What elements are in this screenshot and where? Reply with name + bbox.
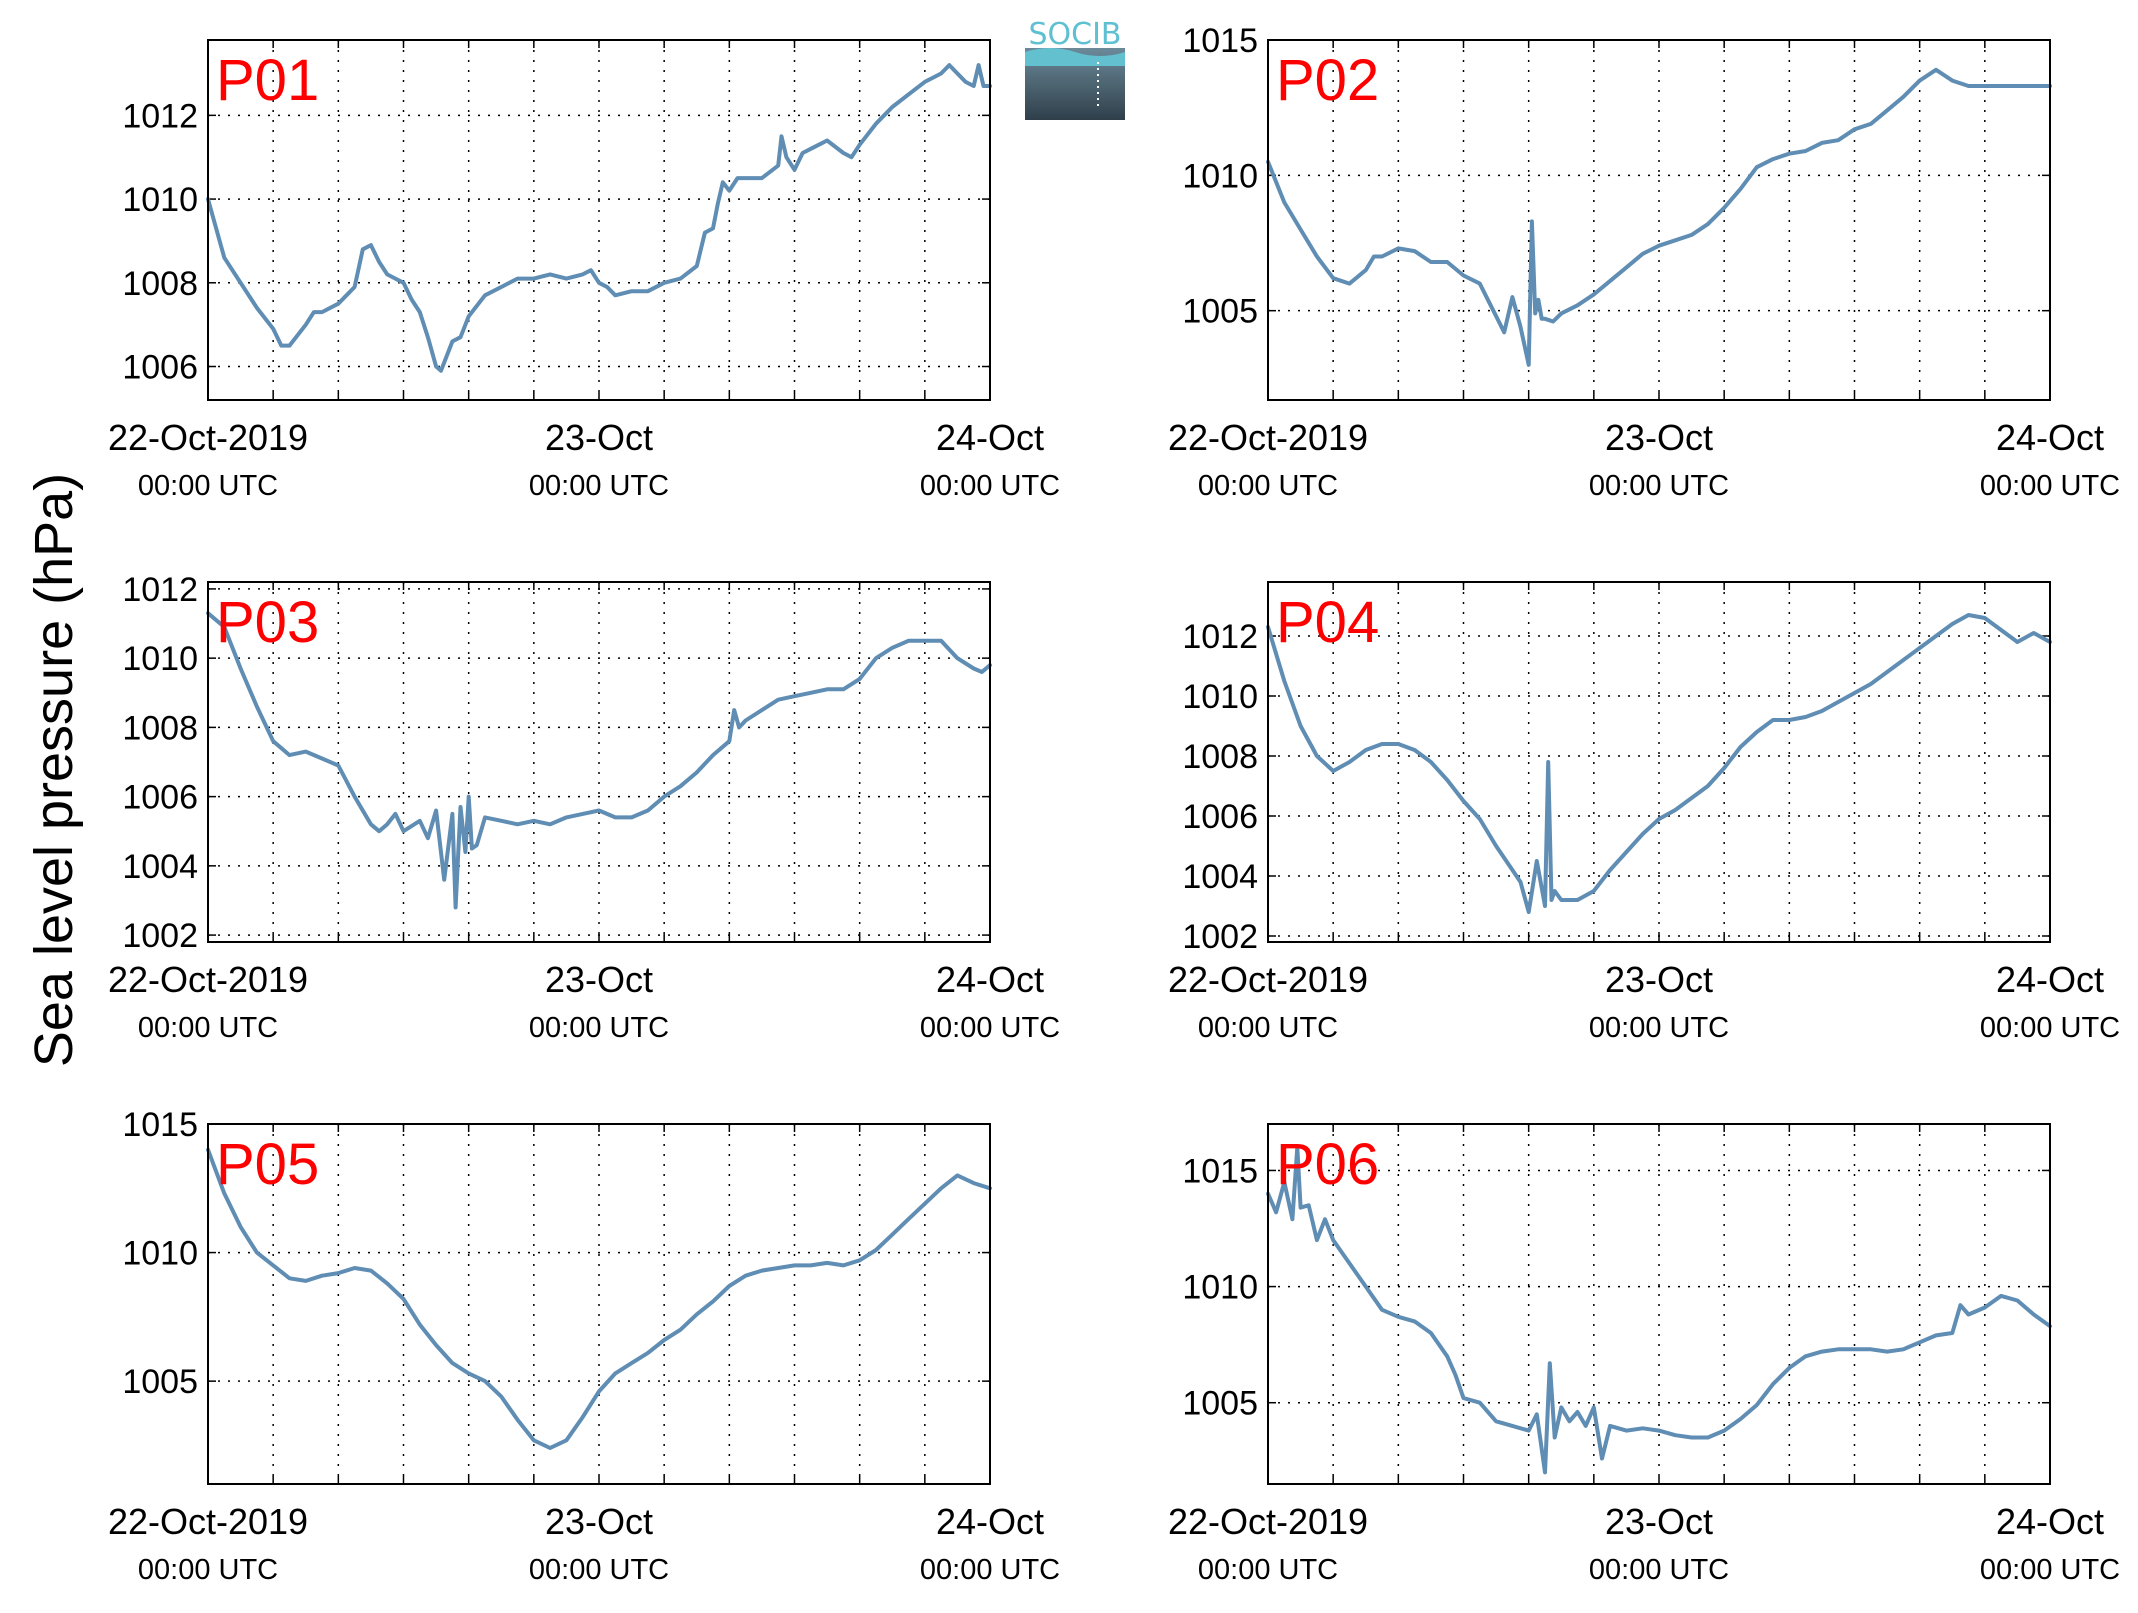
y-tick-label: 1008 [122, 265, 198, 303]
logo-text: SOCIB [1028, 17, 1121, 52]
plot-frame-p06 [1267, 1123, 2051, 1485]
plot-frame-p03 [207, 581, 991, 943]
x-tick-label-time: 00:00 UTC [1589, 470, 1729, 502]
x-tick-label-date: 24-Oct [936, 959, 1044, 1000]
x-tick-label-date: 24-Oct [936, 1501, 1044, 1542]
y-tick-label: 1012 [122, 571, 198, 609]
y-tick-label: 1002 [1182, 918, 1258, 956]
x-tick-label-time: 00:00 UTC [1589, 1554, 1729, 1586]
plot-frame-p04 [1267, 581, 2051, 943]
station-label-p01: P01 [216, 48, 319, 113]
y-tick-label: 1015 [122, 1106, 198, 1144]
x-tick-label-date: 22-Oct-2019 [108, 1501, 308, 1542]
socib-logo: SOCIB [1025, 17, 1125, 120]
panel-p05: 1005 1010 1015 22-Oct-2019 00:00 UTC 23-Oct 00… [108, 1106, 1060, 1586]
y-tick-label: 1004 [122, 848, 198, 886]
x-tick-label-time: 00:00 UTC [138, 470, 278, 502]
x-tick-label-time: 00:00 UTC [920, 470, 1060, 502]
pressure-line-p04 [1266, 613, 2052, 914]
pressure-line-p03 [206, 611, 992, 910]
x-tick-label-date: 23-Oct [545, 959, 653, 1000]
y-tick-label: 1010 [122, 640, 198, 678]
y-tick-label: 1006 [1182, 798, 1258, 836]
y-tick-label: 1005 [1182, 293, 1258, 331]
y-tick-label: 1012 [122, 97, 198, 135]
plot-frame-p05 [207, 1123, 991, 1485]
y-tick-label: 1006 [122, 779, 198, 817]
x-tick-label-date: 23-Oct [1605, 1501, 1713, 1542]
panel-p04: 1002 1004 1006 1008 1010 1012 22-Oct-2019 00:00… [1168, 581, 2120, 1044]
x-tick-label-time: 00:00 UTC [1198, 1012, 1338, 1044]
x-tick-label-date: 22-Oct-2019 [1168, 1501, 1368, 1542]
x-tick-label-date: 22-Oct-2019 [108, 417, 308, 458]
x-tick-label-date: 23-Oct [1605, 417, 1713, 458]
y-tick-label: 1010 [122, 1235, 198, 1273]
x-tick-label-time: 00:00 UTC [1980, 1554, 2120, 1586]
pressure-line-p02 [1266, 67, 2052, 367]
x-tick-label-date: 24-Oct [1996, 417, 2104, 458]
x-tick-label-date: 24-Oct [936, 417, 1044, 458]
plot-frame-p02 [1267, 39, 2051, 401]
x-tick-label-time: 00:00 UTC [138, 1012, 278, 1044]
station-label-p04: P04 [1276, 590, 1379, 655]
station-label-p06: P06 [1276, 1132, 1379, 1197]
y-tick-label: 1012 [1182, 618, 1258, 656]
pressure-line-p06 [1266, 1145, 2052, 1475]
x-tick-label-date: 23-Oct [1605, 959, 1713, 1000]
y-tick-label: 1008 [122, 709, 198, 747]
x-tick-label-time: 00:00 UTC [529, 470, 669, 502]
pressure-line-p05 [206, 1147, 992, 1450]
plot-frame-p01 [207, 39, 991, 401]
x-tick-label-date: 23-Oct [545, 417, 653, 458]
y-tick-label: 1002 [122, 917, 198, 955]
x-tick-label-date: 24-Oct [1996, 1501, 2104, 1542]
y-tick-label: 1005 [1182, 1385, 1258, 1423]
x-tick-label-date: 22-Oct-2019 [1168, 417, 1368, 458]
y-tick-label: 1005 [122, 1363, 198, 1401]
x-tick-label-time: 00:00 UTC [529, 1554, 669, 1586]
y-tick-label: 1008 [1182, 738, 1258, 776]
y-tick-label: 1010 [1182, 1269, 1258, 1307]
x-tick-label-date: 22-Oct-2019 [1168, 959, 1368, 1000]
x-tick-label-date: 22-Oct-2019 [108, 959, 308, 1000]
y-tick-label: 1010 [122, 181, 198, 219]
y-tick-label: 1015 [1182, 22, 1258, 60]
x-tick-label-time: 00:00 UTC [138, 1554, 278, 1586]
y-tick-label: 1006 [122, 349, 198, 387]
x-tick-label-time: 00:00 UTC [1980, 1012, 2120, 1044]
x-tick-label-time: 00:00 UTC [1589, 1012, 1729, 1044]
x-tick-label-time: 00:00 UTC [920, 1554, 1060, 1586]
x-tick-label-date: 23-Oct [545, 1501, 653, 1542]
station-label-p03: P03 [216, 590, 319, 655]
x-tick-label-time: 00:00 UTC [1198, 470, 1338, 502]
logo-wave [1025, 48, 1125, 66]
panel-p06: 1005 1010 1015 22-Oct-2019 00:00 UTC 23-Oct 00… [1168, 1123, 2120, 1586]
y-tick-label: 1015 [1182, 1152, 1258, 1190]
x-tick-label-time: 00:00 UTC [1980, 470, 2120, 502]
x-tick-label-time: 00:00 UTC [1198, 1554, 1338, 1586]
panel-p02: 1005 1010 1015 22-Oct-2019 00:00 UTC 23-Oct 00… [1168, 22, 2120, 502]
station-label-p05: P05 [216, 1132, 319, 1197]
y-tick-label: 1010 [1182, 157, 1258, 195]
y-tick-label: 1010 [1182, 678, 1258, 716]
station-label-p02: P02 [1276, 48, 1379, 113]
panel-p03: 1002 1004 1006 1008 1010 1012 22-Oct-2019 00:00… [108, 571, 1060, 1044]
y-tick-label: 1004 [1182, 858, 1258, 896]
panel-p01: 1006 1008 1010 1012 22-Oct-2019 00:00 UTC 23-O… [108, 39, 1060, 502]
y-axis-label: Sea level pressure (hPa) [24, 473, 84, 1067]
pressure-line-p01 [206, 63, 992, 373]
x-tick-label-date: 24-Oct [1996, 959, 2104, 1000]
x-tick-label-time: 00:00 UTC [920, 1012, 1060, 1044]
x-tick-label-time: 00:00 UTC [529, 1012, 669, 1044]
